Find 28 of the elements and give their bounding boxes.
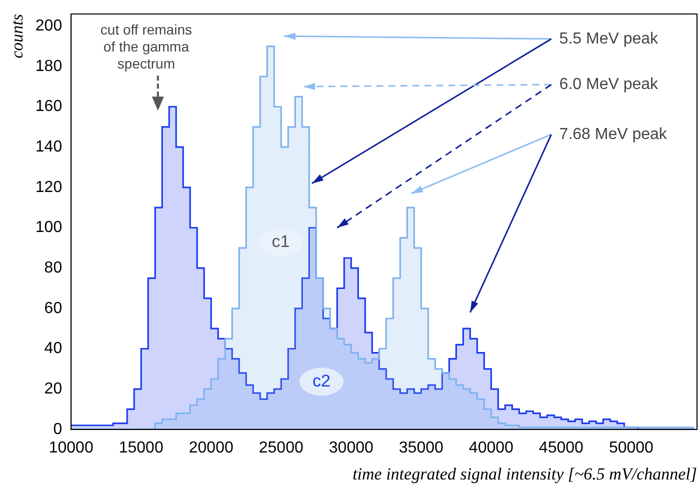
y-tick-label: 20 [44,380,62,398]
annotation: 5.5 MeV peak [559,30,660,48]
x-axis-title: time integrated signal intensity [~6.5 mV/channel] [352,464,697,484]
y-tick-label: 0 [53,420,62,438]
y-tick-label: 40 [44,340,62,358]
x-tick-label: 15000 [118,439,164,456]
y-tick-label: 160 [35,98,62,116]
x-tick-label: 10000 [48,439,94,456]
x-tick-label: 40000 [468,439,514,456]
y-tick-label: 100 [35,219,62,236]
y-tick-label: 180 [35,58,62,75]
series-label: c2 [312,371,330,390]
y-tick-label: 60 [44,300,62,317]
y-axis-title: counts [8,14,27,58]
x-tick-label: 50000 [608,439,654,456]
x-tick-label: 45000 [538,439,584,456]
x-tick-label: 20000 [188,439,234,456]
annotation: 7.68 MeV peak [559,126,668,143]
y-tick-label: 80 [44,259,62,276]
y-tick-label: 200 [35,18,62,35]
x-tick-label: 30000 [328,439,374,456]
x-tick-label: 25000 [258,439,304,456]
annotation: 6.0 MeV peak [559,76,660,94]
y-tick-label: 140 [35,138,62,156]
x-tick-label: 35000 [398,439,444,456]
y-tick-label: 120 [35,178,62,196]
series-label: c1 [272,232,290,252]
annotation: cut off remains of the gamma spectrum [100,21,192,72]
